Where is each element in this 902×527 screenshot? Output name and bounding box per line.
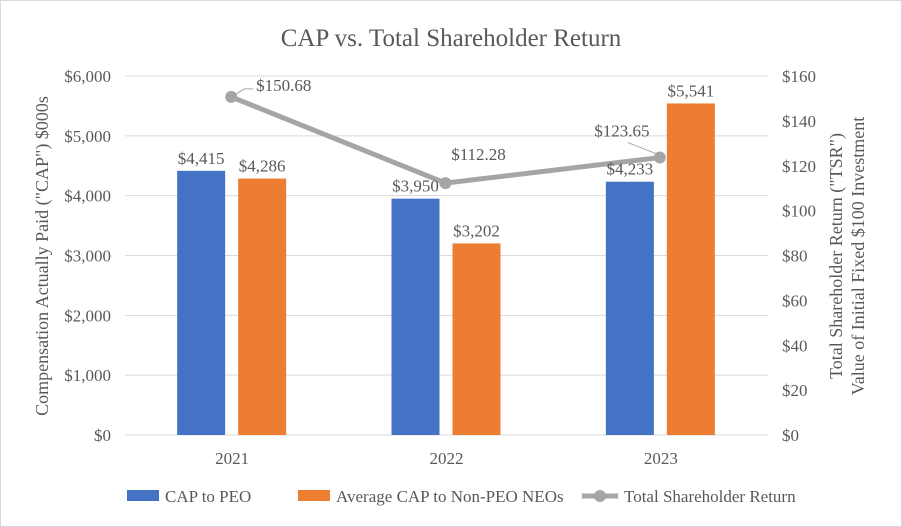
x-tick-label: 2022 [430,449,464,468]
bar [177,170,226,436]
bar-data-label: $3,202 [453,221,500,240]
legend-swatch [298,490,330,501]
y2-tick-label: $60 [782,291,808,310]
bar [238,178,287,436]
y2-tick-label: $0 [782,426,799,445]
y-axis-label: Compensation Actually Paid ("CAP") $000s [32,96,53,416]
y2-axis-label-line1: Total Shareholder Return ("TSR") [826,133,847,379]
tsr-marker [439,177,452,190]
legend-label: CAP to PEO [165,487,251,506]
bar [605,181,654,435]
legend: CAP to PEO Average CAP to Non-PEO NEOs Tot… [127,487,796,506]
chart-title: CAP vs. Total Shareholder Return [281,25,622,52]
bar-data-label: $4,286 [239,157,286,176]
bar [666,103,715,435]
y-tick-label: $6,000 [64,67,111,86]
legend-swatch [127,490,159,501]
legend-marker [594,490,606,502]
bar [391,198,440,435]
y2-tick-label: $160 [782,67,816,86]
leader-line [627,142,657,155]
leader-line [235,88,245,95]
y2-axis-label-line2: Value of Initial Fixed $100 Investment [848,117,868,395]
y-tick-label: $1,000 [64,366,111,385]
tsr-marker [653,151,666,164]
legend-label: Total Shareholder Return [624,487,796,506]
bar-data-label: $4,415 [178,149,225,168]
x-tick-label: 2021 [215,449,249,468]
tsr-marker [225,90,238,103]
y2-tick-label: $20 [782,381,808,400]
y2-tick-label: $80 [782,247,808,266]
bar-data-label: $4,233 [606,160,653,179]
tsr-data-label: $123.65 [594,122,649,141]
x-tick-label: 2023 [644,449,678,468]
legend-label: Average CAP to Non-PEO NEOs [336,487,564,506]
tsr-data-label: $150.68 [256,76,311,95]
y2-tick-label: $120 [782,157,816,176]
bar-data-label: $3,950 [392,177,439,196]
y2-tick-label: $140 [782,112,816,131]
bar [452,243,501,435]
y-tick-label: $3,000 [64,247,111,266]
bar-data-label: $5,541 [667,81,714,100]
y2-tick-label: $40 [782,336,808,355]
y-tick-label: $4,000 [64,187,111,206]
tsr-data-label: $112.28 [451,145,506,164]
y-tick-label: $5,000 [64,127,111,146]
y2-tick-label: $100 [782,202,816,221]
y-tick-label: $2,000 [64,306,111,325]
y-tick-label: $0 [94,426,111,445]
